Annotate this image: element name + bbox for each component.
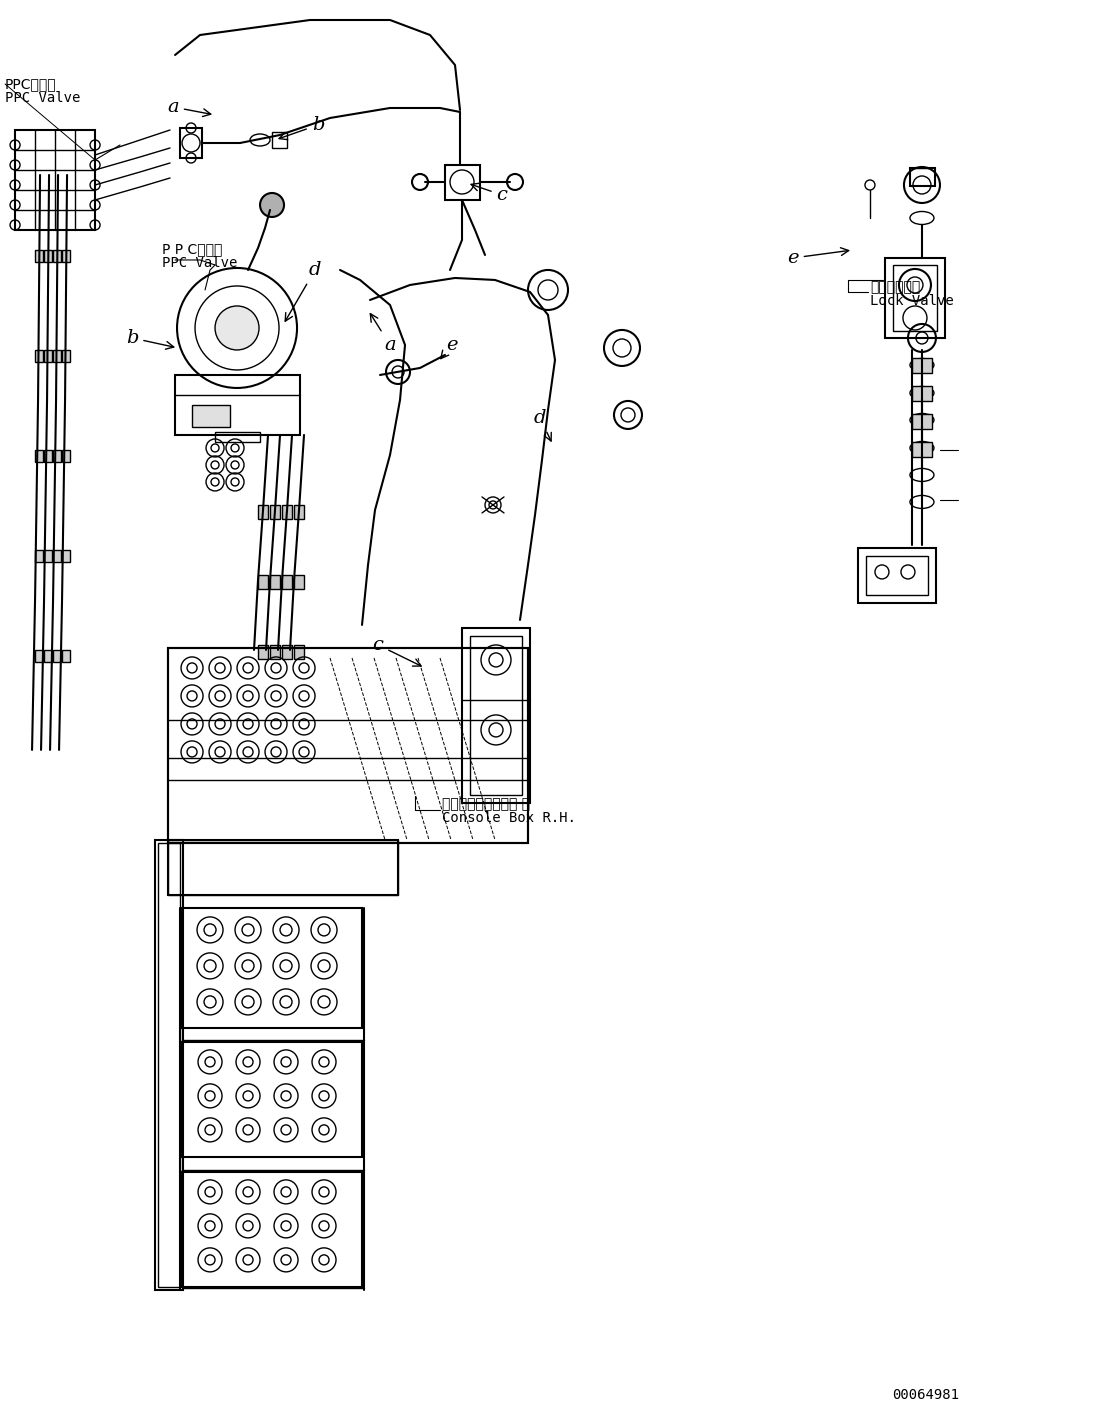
Bar	[282, 575, 292, 589]
Bar	[866, 555, 928, 595]
Text: c: c	[373, 636, 421, 666]
Text: PPC Valve: PPC Valve	[162, 256, 237, 270]
Text: Lock Valve: Lock Valve	[870, 294, 954, 308]
Bar	[272, 132, 287, 148]
Bar	[44, 350, 53, 361]
Text: b: b	[126, 329, 174, 349]
Text: コンソールボックス 右: コンソールボックス 右	[442, 797, 531, 811]
Bar	[270, 505, 280, 519]
Bar	[15, 129, 95, 231]
Bar	[62, 250, 70, 262]
Text: c: c	[472, 183, 508, 204]
Bar	[294, 575, 304, 589]
Bar	[62, 450, 70, 463]
Bar	[53, 250, 61, 262]
Bar	[53, 550, 61, 562]
Bar	[53, 450, 61, 463]
Bar	[168, 648, 528, 844]
Bar	[175, 375, 300, 434]
Text: d: d	[534, 409, 551, 441]
Bar	[35, 450, 43, 463]
Bar	[35, 550, 43, 562]
Bar	[193, 405, 230, 427]
Bar	[445, 165, 480, 200]
Bar	[62, 550, 70, 562]
Bar	[35, 350, 43, 361]
Bar	[44, 650, 53, 662]
Bar	[282, 645, 292, 659]
Text: 00064981: 00064981	[892, 1388, 959, 1402]
Circle shape	[260, 193, 284, 217]
Bar	[885, 257, 945, 337]
Text: Console Box R.H.: Console Box R.H.	[442, 811, 577, 825]
Bar	[53, 650, 61, 662]
Bar	[258, 575, 268, 589]
Bar	[462, 628, 529, 803]
Bar	[62, 350, 70, 361]
Bar	[53, 350, 61, 361]
Bar	[182, 908, 362, 1028]
Bar	[35, 650, 43, 662]
Bar	[912, 359, 932, 373]
Bar	[182, 1042, 362, 1157]
Bar	[168, 648, 528, 844]
Text: P P Cバルブ: P P Cバルブ	[162, 242, 222, 256]
Bar	[893, 264, 936, 330]
Text: PPCバルブ: PPCバルブ	[5, 77, 57, 91]
Bar	[294, 505, 304, 519]
Text: a: a	[167, 98, 211, 117]
Bar	[258, 505, 268, 519]
Bar	[44, 250, 53, 262]
Bar	[44, 550, 53, 562]
Bar	[294, 645, 304, 659]
Bar	[168, 839, 398, 894]
Bar	[181, 128, 202, 157]
Bar	[44, 450, 53, 463]
Bar	[912, 387, 932, 401]
Text: e: e	[441, 336, 457, 359]
Text: ロックバルブ: ロックバルブ	[870, 280, 920, 294]
Bar	[35, 250, 43, 262]
Text: PPC Valve: PPC Valve	[5, 91, 81, 105]
Text: e: e	[788, 247, 849, 267]
Bar	[216, 432, 260, 441]
Circle shape	[216, 307, 259, 350]
Text: d: d	[286, 262, 322, 321]
Bar	[910, 167, 935, 186]
Bar	[912, 413, 932, 429]
Bar	[912, 441, 932, 457]
Bar	[470, 636, 522, 794]
Text: a: a	[371, 314, 396, 354]
Bar	[270, 645, 280, 659]
Bar	[182, 1171, 362, 1286]
Bar	[62, 650, 70, 662]
Bar	[858, 548, 936, 603]
Bar	[155, 839, 183, 1289]
Bar	[270, 575, 280, 589]
Text: b: b	[279, 115, 324, 139]
Bar	[158, 844, 181, 1286]
Bar	[168, 839, 398, 894]
Bar	[258, 645, 268, 659]
Bar	[282, 505, 292, 519]
